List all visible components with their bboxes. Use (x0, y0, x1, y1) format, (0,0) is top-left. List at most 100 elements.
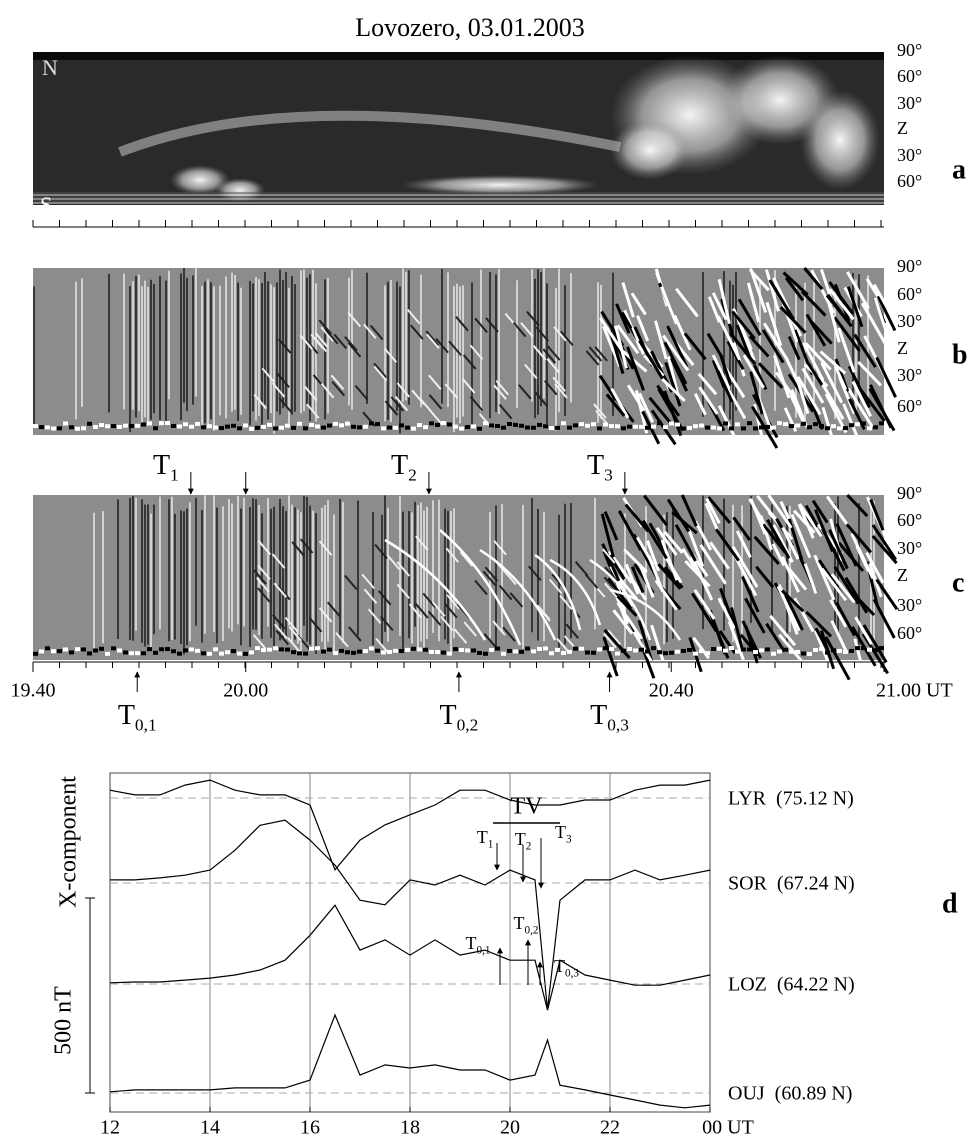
stripe (294, 284, 296, 412)
streak (662, 334, 690, 372)
annotation-label: T0,1 (118, 700, 157, 734)
stripe (219, 285, 221, 416)
streak (429, 410, 444, 426)
stripe (159, 496, 161, 630)
streak (291, 541, 305, 557)
aurora-glow (400, 175, 600, 195)
ground-noise (831, 424, 836, 429)
zenith-tick-label: 60° (897, 396, 922, 416)
ground-noise (201, 651, 206, 656)
ground-noise (339, 648, 344, 653)
ground-noise (99, 646, 104, 651)
label-main: T (153, 450, 170, 481)
streak (631, 326, 645, 355)
zenith-tick-label: 30° (897, 93, 922, 113)
stripe (240, 508, 242, 646)
streak (716, 315, 741, 361)
ground-noise (837, 648, 842, 653)
ground-noise (855, 422, 860, 427)
streak (821, 527, 846, 572)
panel-label: c (952, 567, 964, 598)
streak (435, 337, 449, 354)
streak (762, 523, 787, 554)
ground-noise (765, 424, 770, 429)
streak (829, 599, 848, 628)
streak (427, 610, 442, 626)
streak (612, 609, 634, 635)
ground-noise (663, 425, 668, 430)
ground-noise (471, 424, 476, 429)
ground-noise (219, 651, 224, 656)
ground-noise (171, 423, 176, 428)
stripe (141, 286, 143, 424)
streak (559, 594, 573, 611)
streak (793, 597, 815, 633)
stripe (228, 499, 230, 629)
streak (820, 567, 848, 602)
ground-noise (843, 649, 848, 654)
corner-label: N (42, 55, 58, 80)
streak (394, 395, 409, 412)
magnetogram-trace (109, 1013, 711, 1109)
label-main: T (554, 956, 565, 976)
streak (719, 587, 736, 626)
ground-noise (471, 648, 476, 653)
ground-noise (825, 426, 830, 431)
streak (257, 539, 272, 556)
streak (681, 547, 704, 580)
stripe (387, 507, 389, 642)
streak (732, 516, 751, 541)
ground-noise (93, 424, 98, 429)
annotation-label: T0,3 (590, 700, 629, 734)
ground-noise (561, 421, 566, 426)
ground-noise (549, 426, 554, 431)
streak (802, 342, 825, 382)
ground-noise (129, 424, 134, 429)
streak (663, 566, 684, 589)
stripe (414, 501, 416, 627)
stripe (384, 495, 386, 632)
streak (803, 563, 818, 594)
stripe (333, 514, 335, 652)
streak (375, 637, 389, 654)
stripe (570, 503, 572, 639)
zenith-tick-label: 30° (897, 365, 922, 385)
streak (824, 636, 851, 681)
ground-noise (33, 651, 38, 656)
ground-noise (453, 647, 458, 652)
stripe (408, 270, 410, 405)
stripe (285, 511, 287, 638)
streak (299, 538, 314, 554)
stripe (201, 510, 203, 643)
streak (647, 555, 665, 593)
stripe (225, 276, 227, 419)
streak (386, 554, 401, 571)
corner-label: S (40, 192, 52, 217)
streak (512, 322, 527, 338)
ground-noise (765, 647, 770, 652)
ground-noise (423, 425, 428, 430)
streak (798, 503, 823, 538)
stripe (300, 512, 302, 655)
streak (444, 383, 459, 399)
stripe (351, 269, 353, 410)
streak (726, 340, 745, 371)
ground-noise (285, 423, 290, 428)
x-tick-label: 21.00 UT (876, 680, 953, 702)
ground-noise (741, 426, 746, 431)
ground-noise (561, 650, 566, 655)
streak (693, 588, 716, 620)
stripe (837, 496, 839, 637)
ground-noise (789, 424, 794, 429)
stripe (834, 285, 836, 420)
streak (718, 599, 736, 630)
ground-noise (753, 426, 758, 431)
stripe (597, 282, 599, 423)
zenith-tick-label: 90° (897, 483, 922, 503)
streak (826, 297, 841, 343)
traced-arc (549, 558, 602, 626)
ground-noise (525, 425, 530, 430)
ground-noise (789, 649, 794, 654)
streak (603, 628, 631, 659)
ground-noise (297, 651, 302, 656)
